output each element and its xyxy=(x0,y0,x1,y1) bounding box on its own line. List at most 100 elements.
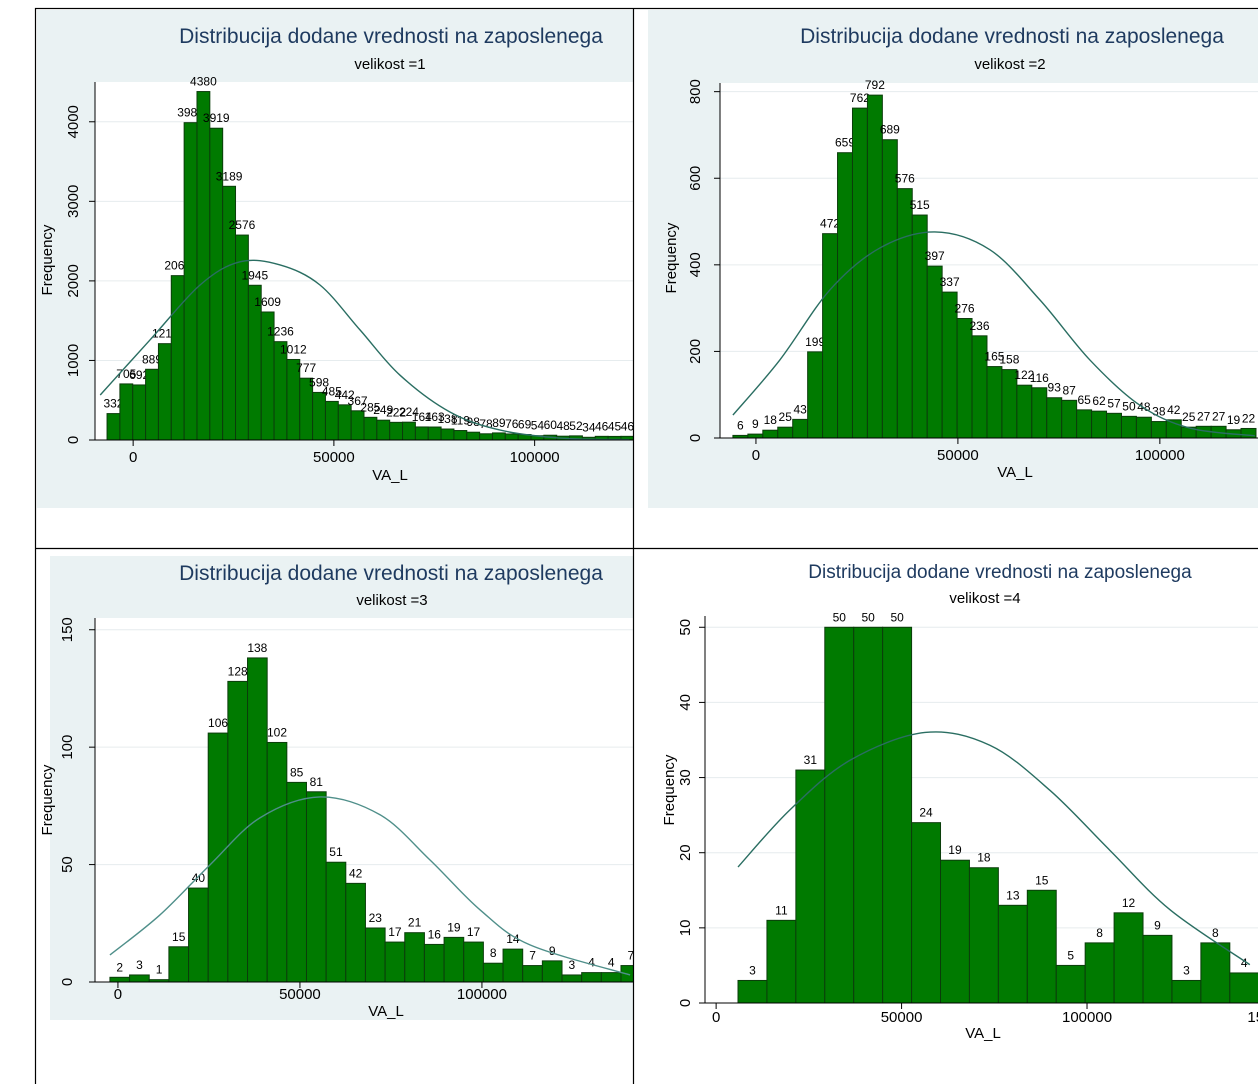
data-label: 15 xyxy=(172,930,186,944)
data-label: 222 xyxy=(386,405,406,419)
data-label: 8 xyxy=(1096,926,1103,940)
chart-title: Distribucija dodane vrednosti na zaposle… xyxy=(179,562,603,585)
data-label: 705 xyxy=(116,367,136,381)
data-label: 472 xyxy=(820,217,840,231)
data-label: 7 xyxy=(627,949,634,963)
bar xyxy=(312,391,326,441)
data-label: 81 xyxy=(310,775,324,789)
data-label: 8 xyxy=(490,946,497,960)
y-tick-label: 40 xyxy=(677,694,694,711)
data-label: 106 xyxy=(208,716,228,730)
bar xyxy=(109,976,131,983)
bar xyxy=(145,368,159,441)
data-label: 4 xyxy=(1241,956,1248,970)
bar xyxy=(157,343,172,441)
bar xyxy=(402,421,416,441)
bar xyxy=(824,626,855,1004)
data-label: 2 xyxy=(116,960,123,974)
bar xyxy=(389,421,404,441)
data-label: 17 xyxy=(467,925,481,939)
x-tick-label: 50000 xyxy=(937,447,979,464)
bar xyxy=(404,932,425,983)
data-label: 485 xyxy=(322,384,342,398)
x-tick-label: 100000 xyxy=(510,449,560,466)
data-label: 3 xyxy=(136,958,143,972)
data-label: 7 xyxy=(529,949,536,963)
data-label: 76 xyxy=(505,417,519,431)
data-label: 119 xyxy=(451,414,470,428)
y-tick-label: 400 xyxy=(687,252,704,277)
bar xyxy=(188,887,209,983)
y-axis-label: Frequency xyxy=(661,754,678,825)
data-label: 762 xyxy=(850,91,870,105)
bar xyxy=(822,233,839,439)
bar xyxy=(1240,427,1257,439)
bar xyxy=(1076,409,1093,439)
bar xyxy=(1142,934,1173,1004)
chart-title: Distribucija dodane vrednosti na zaposle… xyxy=(179,25,603,48)
bar xyxy=(119,383,134,441)
data-label: 5 xyxy=(1067,948,1074,962)
data-label: 60 xyxy=(544,418,558,432)
x-tick-label: 0 xyxy=(114,986,122,1003)
data-label: 9 xyxy=(1154,918,1161,932)
chart-subtitle: velikost =1 xyxy=(354,56,425,73)
bar xyxy=(911,822,942,1004)
bar xyxy=(440,428,455,441)
x-axis-label: VA_L xyxy=(368,1003,404,1020)
data-label: 57 xyxy=(1107,396,1121,410)
data-label: 692 xyxy=(129,368,149,382)
x-axis-label: VA_L xyxy=(997,464,1033,481)
data-label: 3 xyxy=(569,958,576,972)
bar xyxy=(364,927,386,983)
data-label: 1236 xyxy=(267,325,294,339)
data-label: 93 xyxy=(1048,381,1062,395)
data-label: 50 xyxy=(1122,399,1136,413)
bar xyxy=(956,318,973,439)
bar xyxy=(491,432,506,441)
bar xyxy=(350,410,365,441)
bar xyxy=(837,152,853,439)
data-label: 165 xyxy=(984,350,1004,364)
data-label: 689 xyxy=(880,123,900,137)
x-tick-label: 50000 xyxy=(313,449,355,466)
x-tick-label: 100000 xyxy=(457,986,507,1003)
data-label: 48 xyxy=(556,419,570,433)
data-label: 87 xyxy=(1062,383,1076,397)
data-label: 54 xyxy=(531,419,545,433)
bar xyxy=(423,943,445,983)
bar xyxy=(1061,399,1078,439)
bar xyxy=(106,413,121,441)
bar xyxy=(337,404,352,441)
data-label: 3 xyxy=(749,963,756,977)
data-label: 19 xyxy=(447,920,461,934)
data-label: 51 xyxy=(329,845,343,859)
bar xyxy=(1135,416,1152,439)
data-label: 45 xyxy=(608,419,622,433)
bar xyxy=(1106,412,1122,439)
data-label: 89 xyxy=(492,416,506,430)
data-label: 792 xyxy=(865,78,885,92)
bar xyxy=(129,974,150,983)
bar xyxy=(286,781,307,983)
data-label: 69 xyxy=(518,418,532,432)
y-tick-label: 10 xyxy=(677,920,694,937)
bar xyxy=(235,234,249,441)
bar xyxy=(807,351,824,439)
data-label: 1945 xyxy=(241,268,268,282)
data-label: 24 xyxy=(919,806,933,820)
data-label: 9 xyxy=(752,417,759,431)
data-label: 158 xyxy=(999,353,1019,367)
data-label: 163 xyxy=(425,410,445,424)
data-label: 122 xyxy=(1014,368,1034,382)
data-label: 164 xyxy=(412,410,432,424)
bar xyxy=(443,936,465,983)
y-tick-label: 100 xyxy=(59,735,76,760)
bar xyxy=(522,965,543,983)
fitted-curve xyxy=(737,731,1251,966)
x-tick-label: 150000 xyxy=(1247,1009,1258,1026)
y-tick-label: 1000 xyxy=(65,344,82,377)
bar xyxy=(305,791,327,983)
bar xyxy=(266,741,288,983)
